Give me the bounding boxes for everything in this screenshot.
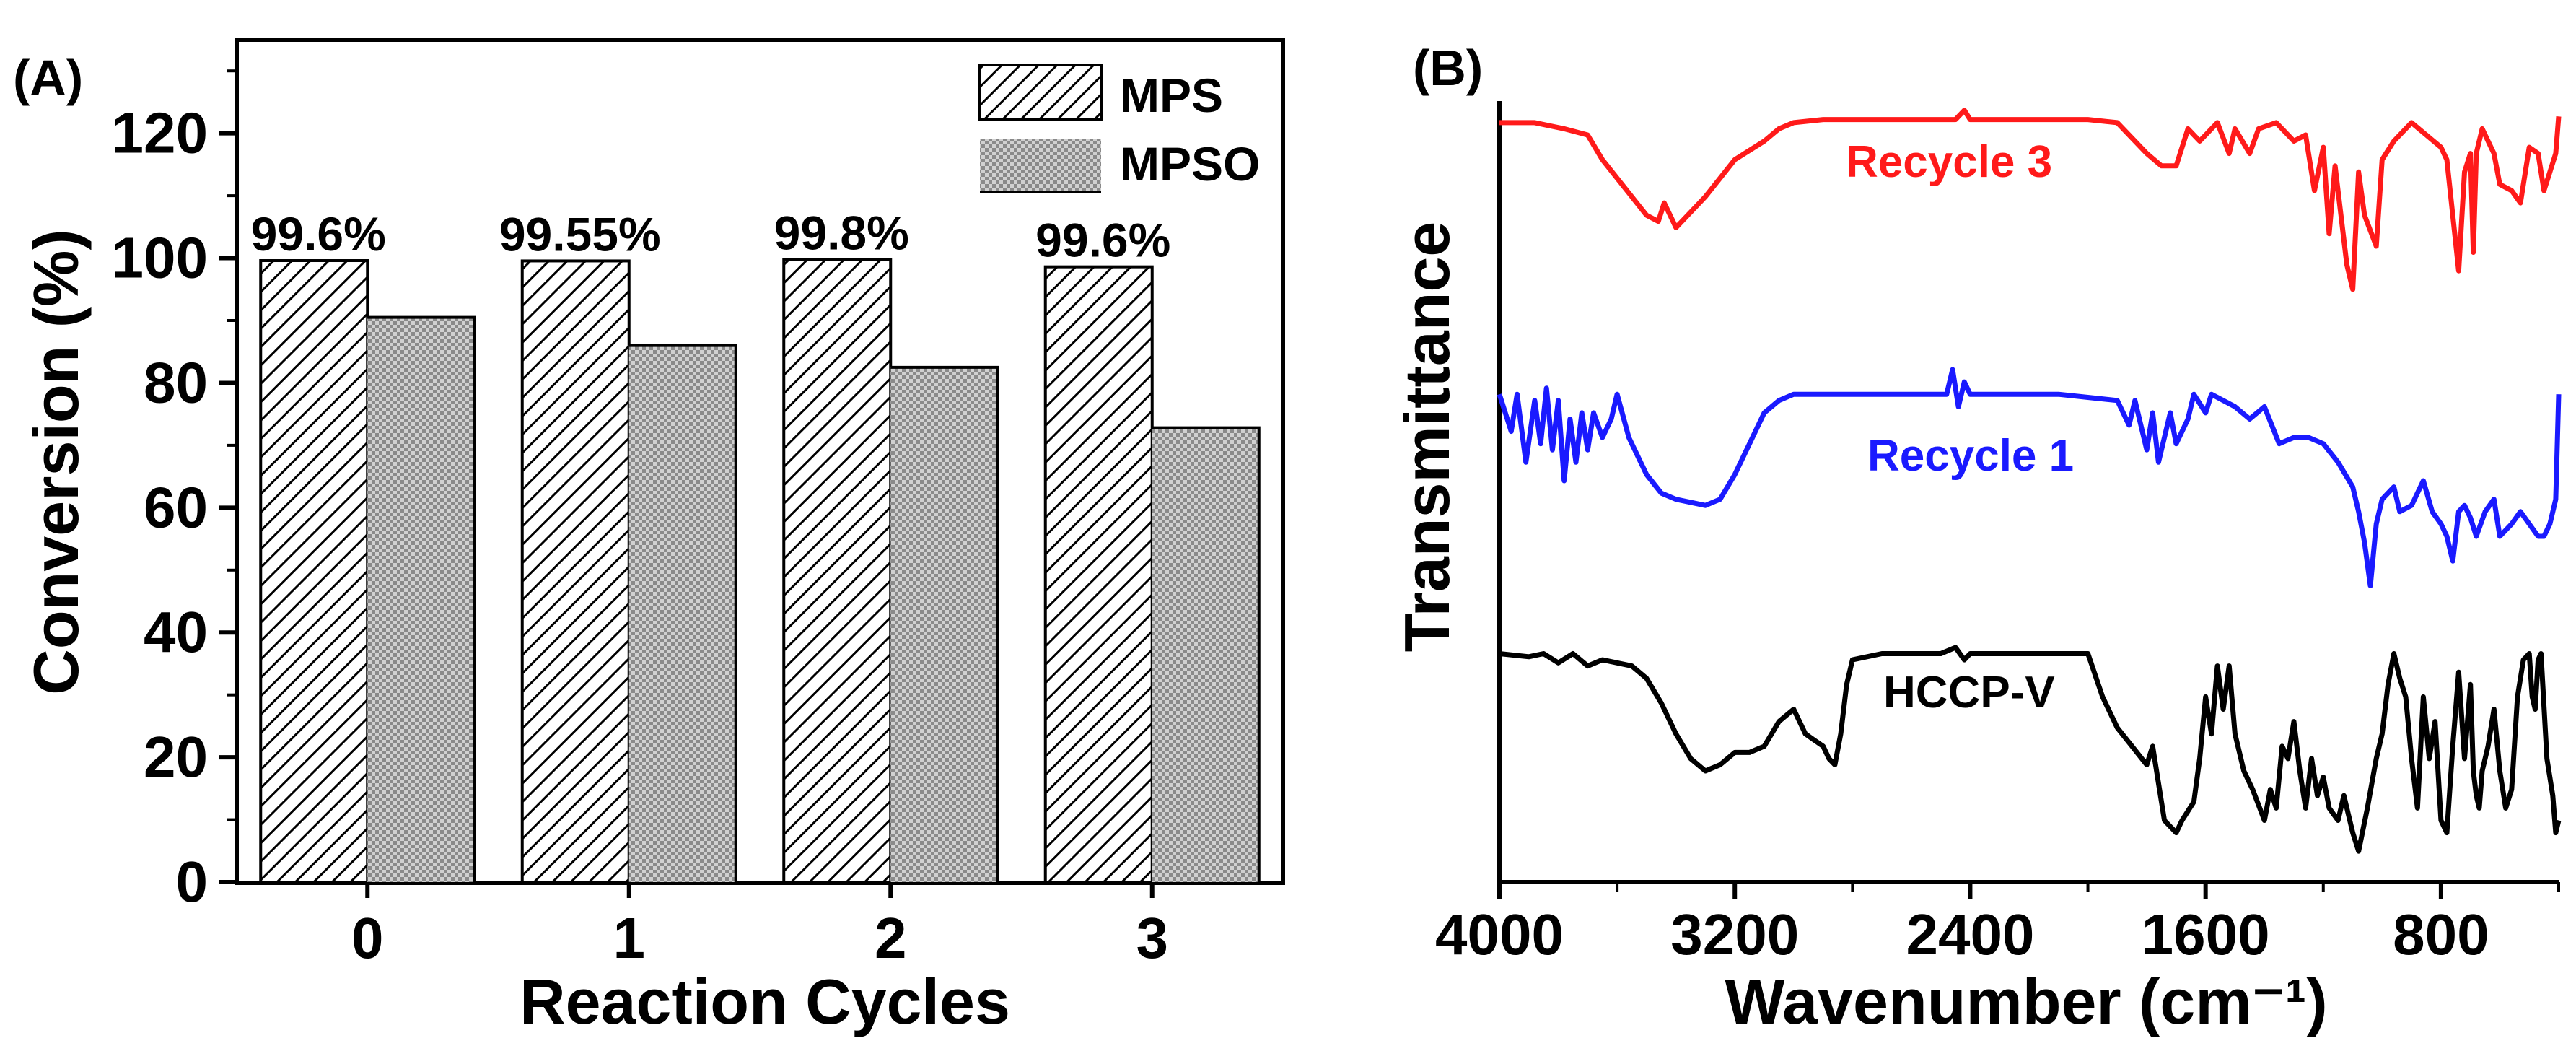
x-tick-label-1600: 1600 xyxy=(2142,902,2270,967)
bar-mps-cycle-0 xyxy=(259,259,369,884)
bar-outline-mpso-cycle-0 xyxy=(367,315,476,882)
x-tick-label-0: 0 xyxy=(351,906,384,970)
data-label-cycle-0: 99.6% xyxy=(251,207,386,261)
legend-swatch-mps xyxy=(978,64,1103,121)
x-tick-label-2: 2 xyxy=(875,906,907,970)
panel-a-x-axis: 0 1 2 3 xyxy=(351,882,1168,970)
y-tick-label-120: 120 xyxy=(112,101,208,165)
spectrum-line-hccp-v xyxy=(1499,645,2562,854)
bar-outline-mpso-cycle-1 xyxy=(628,344,737,882)
panel-a-x-axis-title: Reaction Cycles xyxy=(520,966,1010,1037)
panel-b-x-axis-title: Wavenumber (cm⁻¹) xyxy=(1725,966,2327,1037)
bar-mpso-cycle-2 xyxy=(890,367,998,882)
data-label-cycle-1: 99.55% xyxy=(499,207,661,261)
panel-a-plot-frame xyxy=(235,38,1285,885)
panel-a-bars xyxy=(259,258,1261,884)
panel-a-y-axis: 0 20 40 60 80 100 120 xyxy=(112,69,237,914)
panel-b-spectra xyxy=(1497,108,2562,854)
x-tick-label-3: 3 xyxy=(1136,906,1169,970)
x-tick-label-1: 1 xyxy=(613,906,646,970)
bar-mps-cycle-2 xyxy=(782,258,893,884)
panel-b-label: (B) xyxy=(1413,40,1483,96)
legend-swatch-mpso xyxy=(980,139,1101,193)
panel-a-y-axis-title: Conversion (%) xyxy=(20,229,92,694)
panel-b-y-axis-title: Transmittance xyxy=(1391,222,1463,653)
spectrum-label-recycle-1: Recycle 1 xyxy=(1867,431,2074,481)
y-tick-label-100: 100 xyxy=(112,226,208,290)
y-tick-label-20: 20 xyxy=(144,725,208,789)
x-tick-label-4000: 4000 xyxy=(1435,902,1564,967)
panel-a-data-labels: 99.6% 99.55% 99.8% 99.6% xyxy=(251,206,1171,266)
x-tick-label-2400: 2400 xyxy=(1906,902,2034,967)
legend-label-mps: MPS xyxy=(1120,69,1223,122)
data-label-cycle-2: 99.8% xyxy=(774,206,909,259)
bar-mpso-cycle-1 xyxy=(628,345,736,883)
bar-outline-mpso-cycle-2 xyxy=(890,365,999,882)
panel-a-label: (A) xyxy=(13,50,83,106)
bar-mpso-cycle-0 xyxy=(367,317,475,883)
spectrum-line-recycle-3 xyxy=(1499,108,2562,292)
panel-a: (A) 0 20 40 60 80 100 120 0 1 2 3 99.6% 99.55% 99.8… xyxy=(13,38,1285,1037)
spectrum-line-recycle-1 xyxy=(1497,367,2562,588)
panel-b-x-axis: 4000 3200 2400 1600 800 xyxy=(1435,882,2560,967)
y-tick-label-60: 60 xyxy=(144,475,208,539)
y-tick-label-80: 80 xyxy=(144,350,208,414)
bar-outline-mpso-cycle-3 xyxy=(1152,426,1261,882)
spectrum-label-recycle-3: Recycle 3 xyxy=(1846,137,2052,187)
y-tick-label-40: 40 xyxy=(144,600,208,664)
x-tick-label-3200: 3200 xyxy=(1670,902,1799,967)
bar-mpso-cycle-3 xyxy=(1152,427,1259,882)
spectrum-label-hccp-v: HCCP-V xyxy=(1883,668,2055,718)
y-tick-label-0: 0 xyxy=(176,850,209,914)
panel-a-legend: MPS MPSO xyxy=(978,64,1260,193)
data-label-cycle-3: 99.6% xyxy=(1035,214,1170,267)
x-tick-label-800: 800 xyxy=(2393,902,2489,967)
bar-mps-cycle-1 xyxy=(520,259,631,884)
panel-b: (B) 4000 3200 2400 1600 800 Recycle 3 Recycl… xyxy=(1391,40,2562,1037)
bar-mps-cycle-3 xyxy=(1043,265,1154,884)
legend-label-mpso: MPSO xyxy=(1120,137,1260,191)
